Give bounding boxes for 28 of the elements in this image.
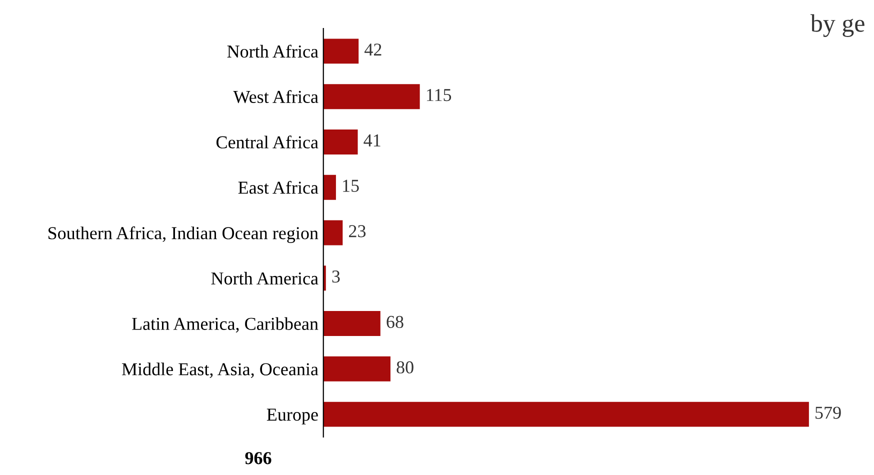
data-label: 15 [343, 180, 359, 192]
text: 966 [245, 452, 272, 464]
data-label: 42 [364, 44, 382, 56]
bar [323, 220, 343, 246]
y-tick-label: Latin America, Caribbean [132, 317, 318, 333]
data-label: 23 [349, 225, 366, 238]
bar [323, 356, 390, 382]
bar [323, 402, 809, 427]
y-tick-label: Southern Africa, Indian Ocean region [48, 226, 318, 243]
bar [323, 84, 420, 110]
bar [323, 174, 336, 200]
data-label: 579 [816, 406, 841, 419]
y-tick-label: East Africa [238, 180, 318, 194]
data-label: 68 [386, 316, 404, 328]
data-label: 3 [332, 270, 340, 283]
bar [323, 129, 358, 154]
data-label: 80 [396, 361, 414, 374]
data-label: 115 [426, 89, 452, 102]
y-tick-label: Central Africa [216, 136, 318, 148]
y-tick-label: North Africa [227, 44, 318, 58]
y-tick-label: Middle East, Asia, Oceania [122, 362, 318, 378]
y-tick-label: West Africa [233, 90, 318, 104]
bar [323, 38, 359, 64]
y-tick-label: North America [211, 272, 318, 285]
data-label: 41 [364, 134, 380, 146]
bar [323, 311, 380, 336]
chart-title: by ge [810, 14, 864, 37]
y-tick-label: Europe [266, 408, 318, 424]
